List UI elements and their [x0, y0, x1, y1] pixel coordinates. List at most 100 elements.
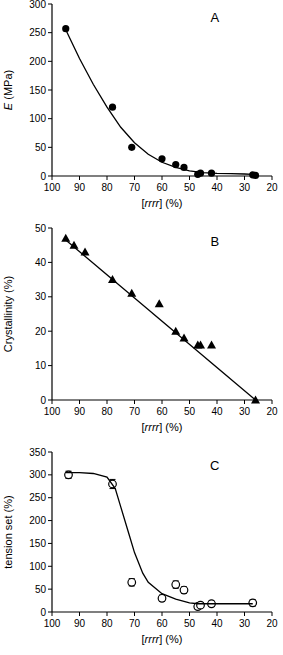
x-tick: [134, 612, 135, 616]
x-tick: [107, 612, 108, 616]
panel-label: B: [210, 234, 219, 249]
y-tick-label: 150: [29, 538, 46, 549]
data-point: [197, 601, 205, 609]
x-tick-label: 60: [156, 618, 168, 629]
panel: 1009080706050403020050100150200250300350…: [2, 447, 278, 646]
x-tick-label: 60: [156, 406, 168, 417]
data-point: [128, 144, 135, 151]
y-axis: [51, 228, 52, 400]
data-point: [180, 586, 188, 594]
x-tick-label: 80: [101, 618, 113, 629]
y-tick: [48, 90, 52, 91]
x-tick: [107, 176, 108, 180]
x-tick-label: 40: [211, 618, 223, 629]
x-tick-label: 40: [211, 406, 223, 417]
label-part: rrrr: [145, 197, 161, 209]
y-tick-label: 30: [35, 291, 47, 302]
y-tick-label: 350: [29, 447, 46, 458]
label-part: ] (%): [159, 421, 182, 433]
data-point: [158, 594, 166, 602]
y-tick-label: 300: [29, 469, 46, 480]
x-tick-label: 50: [184, 182, 196, 193]
x-tick: [79, 400, 80, 404]
y-tick-label: 0: [40, 395, 46, 406]
y-tick: [48, 118, 52, 119]
label-part: ] (%): [159, 197, 182, 209]
x-tick-label: 90: [74, 182, 86, 193]
y-tick-label: 250: [29, 27, 46, 38]
x-axis-label: [rrrr] (%): [142, 421, 183, 433]
panel: 1009080706050403020050100150200250300[rr…: [2, 0, 278, 209]
y-tick: [48, 4, 52, 5]
x-tick: [244, 176, 245, 180]
x-tick: [52, 612, 53, 616]
x-tick: [134, 176, 135, 180]
y-axis-label: Crystallinity (%): [2, 276, 14, 352]
error-bar: [173, 581, 179, 588]
x-axis-label: [rrrr] (%): [142, 197, 183, 209]
data-point: [252, 172, 259, 179]
y-tick-label: 20: [35, 326, 47, 337]
x-tick-label: 40: [211, 182, 223, 193]
x-tick-label: 70: [129, 182, 141, 193]
x-tick-label: 90: [74, 406, 86, 417]
error-bar: [250, 600, 256, 606]
y-tick: [48, 296, 52, 297]
x-tick-label: 90: [74, 618, 86, 629]
x-tick: [162, 400, 163, 404]
y-tick-label: 50: [35, 223, 47, 234]
y-tick-label: 250: [29, 492, 46, 503]
y-tick: [48, 147, 52, 148]
x-tick: [189, 400, 190, 404]
y-tick: [48, 331, 52, 332]
y-tick-label: 0: [40, 171, 46, 182]
y-tick-label: 300: [29, 0, 46, 10]
x-tick: [162, 176, 163, 180]
x-tick: [217, 176, 218, 180]
y-axis: [51, 452, 52, 612]
fit-curve: [66, 30, 253, 174]
panel-label: C: [210, 458, 219, 473]
x-tick: [272, 612, 273, 616]
y-tick-label: 200: [29, 56, 46, 67]
y-tick-label: 40: [35, 257, 47, 268]
x-tick: [52, 400, 53, 404]
data-point: [196, 340, 205, 348]
x-tick-label: 20: [266, 618, 278, 629]
x-tick: [134, 400, 135, 404]
data-point: [249, 599, 257, 607]
marks: [62, 25, 259, 179]
x-tick-label: 50: [184, 618, 196, 629]
x-tick-label: 30: [239, 406, 251, 417]
x-tick-label: 50: [184, 406, 196, 417]
label-part: rrrr: [145, 633, 161, 645]
x-tick: [162, 612, 163, 616]
x-tick: [272, 176, 273, 180]
error-bar: [181, 587, 187, 593]
x-tick-label: 100: [44, 406, 61, 417]
error-bar: [159, 595, 165, 601]
x-tick: [189, 612, 190, 616]
y-tick: [48, 474, 52, 475]
x-tick: [272, 400, 273, 404]
fit-curve: [66, 473, 253, 604]
x-tick-label: 60: [156, 182, 168, 193]
x-tick-label: 30: [239, 618, 251, 629]
y-tick-label: 50: [35, 584, 47, 595]
y-tick-label: 200: [29, 515, 46, 526]
y-tick: [48, 365, 52, 366]
figure: 1009080706050403020050100150200250300[rr…: [0, 0, 283, 655]
y-tick-label: 50: [35, 142, 47, 153]
x-tick: [217, 612, 218, 616]
panel-label: A: [210, 10, 219, 25]
y-tick: [48, 228, 52, 229]
y-axis-label: tension set (%): [2, 495, 14, 568]
x-tick-label: 100: [44, 182, 61, 193]
x-tick-label: 80: [101, 406, 113, 417]
y-tick: [48, 400, 52, 401]
x-tick: [244, 612, 245, 616]
x-tick-label: 70: [129, 618, 141, 629]
y-axis-label: E (MPa): [2, 70, 14, 110]
data-point: [155, 299, 164, 307]
label-part: rrrr: [145, 421, 161, 433]
